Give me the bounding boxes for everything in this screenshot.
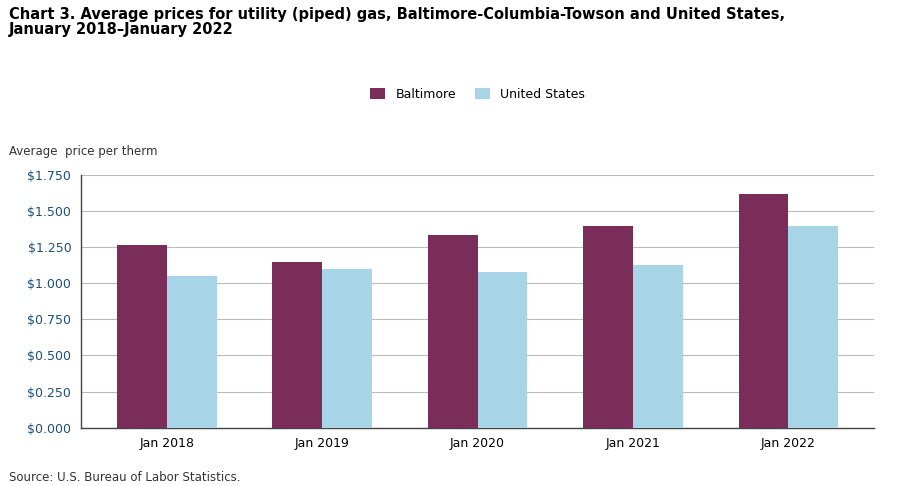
Bar — [117, 245, 167, 428]
Bar — [167, 277, 216, 428]
Bar — [428, 235, 478, 428]
Bar — [739, 194, 788, 428]
Text: January 2018–January 2022: January 2018–January 2022 — [9, 22, 233, 37]
Bar — [583, 226, 633, 428]
Text: Chart 3. Average prices for utility (piped) gas, Baltimore-Columbia-Towson and U: Chart 3. Average prices for utility (pip… — [9, 7, 785, 22]
Text: Average  price per therm: Average price per therm — [9, 145, 158, 158]
Text: Source: U.S. Bureau of Labor Statistics.: Source: U.S. Bureau of Labor Statistics. — [9, 470, 241, 484]
Bar — [272, 262, 323, 428]
Legend: Baltimore, United States: Baltimore, United States — [368, 85, 587, 103]
Bar — [788, 226, 838, 428]
Bar — [478, 272, 527, 428]
Bar — [633, 265, 683, 428]
Bar — [323, 269, 372, 428]
